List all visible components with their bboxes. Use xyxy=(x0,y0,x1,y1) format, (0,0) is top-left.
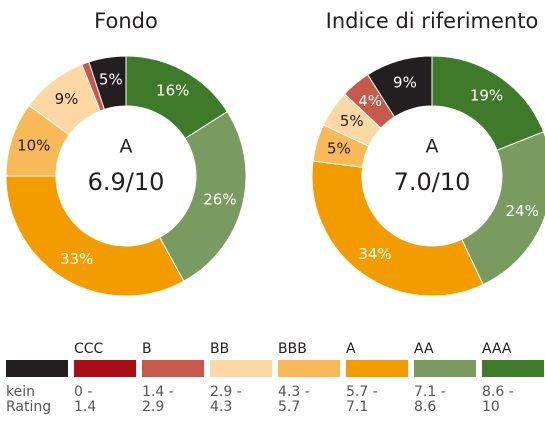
value-label: 5% xyxy=(99,71,123,89)
legend-label: CCC xyxy=(74,341,104,357)
legend-label: B xyxy=(142,341,152,357)
legend-range: kein Rating xyxy=(6,384,52,415)
value-label: 4% xyxy=(358,92,382,110)
legend-range: 0 - 1.4 xyxy=(74,384,97,415)
legend-swatch xyxy=(74,360,136,377)
center-label: A xyxy=(120,136,133,158)
legend-swatch xyxy=(482,360,544,377)
legend-item: AAA 8.6 - 10 xyxy=(482,338,544,415)
legend-swatch xyxy=(278,360,340,377)
value-label: 26% xyxy=(203,191,236,209)
legend-item: BB 2.9 - 4.3 xyxy=(210,338,272,415)
legend-label: BB xyxy=(210,341,230,357)
legend-swatch xyxy=(6,360,68,377)
center-value: 6.9/10 xyxy=(88,168,165,196)
value-label: 16% xyxy=(156,81,189,99)
donut-slice xyxy=(159,111,247,282)
donut-slice xyxy=(311,160,484,297)
center-value: 7.0/10 xyxy=(394,168,471,196)
chart-title: Indice di riferimento xyxy=(326,9,539,33)
value-label: 34% xyxy=(358,245,391,263)
donut-slice xyxy=(367,55,433,118)
donut-slice xyxy=(5,175,185,297)
legend-item: CCC 0 - 1.4 xyxy=(74,338,136,415)
legend-range: 8.6 - 10 xyxy=(482,384,514,415)
legend-label: A xyxy=(346,341,356,357)
value-label: 5% xyxy=(327,139,351,157)
value-label: 10% xyxy=(17,137,50,155)
charts: Fondo 16% 26% 33% 10% 9% 5% A 6.9/10 Indice di ri… xyxy=(5,9,545,297)
center-label: A xyxy=(426,136,439,158)
legend-range: 1.4 - 2.9 xyxy=(142,384,174,415)
value-label: 9% xyxy=(393,73,417,91)
legend-swatch xyxy=(210,360,272,377)
legend-label: AA xyxy=(414,341,434,357)
legend-range: 2.9 - 4.3 xyxy=(210,384,242,415)
legend-item: B 1.4 - 2.9 xyxy=(142,338,204,415)
legend-swatch xyxy=(142,360,204,377)
legend-label xyxy=(6,338,68,360)
value-label: 5% xyxy=(340,112,364,130)
value-label: 9% xyxy=(55,90,79,108)
legend-label: AAA xyxy=(482,341,512,357)
value-label: 33% xyxy=(60,250,93,268)
legend-item: AA 7.1 - 8.6 xyxy=(414,338,476,415)
legend-item: A 5.7 - 7.1 xyxy=(346,338,408,415)
legend-range: 5.7 - 7.1 xyxy=(346,384,378,415)
legend-item: kein Rating xyxy=(6,338,68,415)
donut-slice xyxy=(88,55,127,111)
value-label: 19% xyxy=(470,86,503,104)
legend-swatch xyxy=(414,360,476,377)
legend-swatch xyxy=(346,360,408,377)
value-label: 24% xyxy=(506,202,539,220)
legend-item: BBB 4.3 - 5.7 xyxy=(278,338,340,415)
legend-label: BBB xyxy=(278,341,307,357)
chart-title: Fondo xyxy=(94,9,158,33)
legend-range: 4.3 - 5.7 xyxy=(278,384,310,415)
legend-range: 7.1 - 8.6 xyxy=(414,384,446,415)
